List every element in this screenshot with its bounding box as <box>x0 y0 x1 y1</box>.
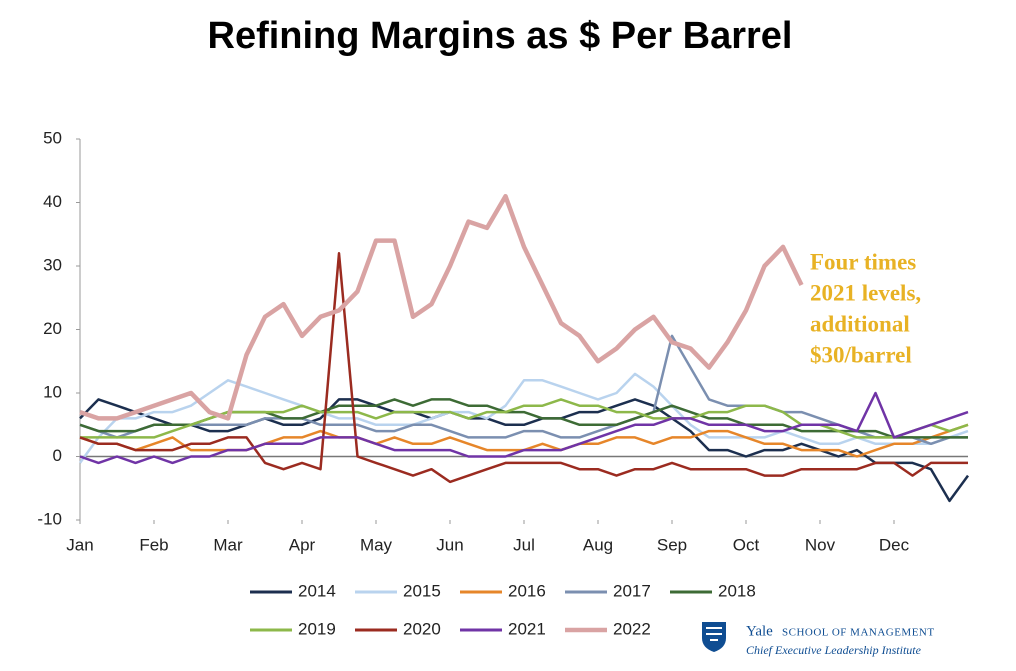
legend-label: 2021 <box>508 619 546 638</box>
x-tick-label: Feb <box>139 535 168 554</box>
y-tick-label: 0 <box>53 446 62 465</box>
x-tick-label: Dec <box>879 535 910 554</box>
legend-label: 2017 <box>613 581 651 600</box>
series-line <box>79 252 968 484</box>
school-sub: SCHOOL OF MANAGEMENT <box>782 627 935 639</box>
chart-title: Refining Margins as $ Per Barrel <box>208 15 793 57</box>
logo: Yale SCHOOL OF MANAGEMENT Chief Executiv… <box>702 622 935 657</box>
x-tick-label: Oct <box>733 535 760 554</box>
y-tick-label: 40 <box>43 192 62 211</box>
x-tick-label: Jun <box>436 535 463 554</box>
x-tick-label: Aug <box>583 535 613 554</box>
series-line <box>79 334 968 446</box>
y-tick-label: -10 <box>37 509 62 528</box>
legend-label: 2022 <box>613 619 651 638</box>
x-tick-label: Jul <box>513 535 535 554</box>
legend-label: 2020 <box>403 619 441 638</box>
x-tick-label: Apr <box>289 535 316 554</box>
legend-label: 2018 <box>718 581 756 600</box>
legend-label: 2015 <box>403 581 441 600</box>
series-line <box>79 391 969 465</box>
shield-detail <box>706 627 722 641</box>
annotation: Four times <box>810 249 916 274</box>
series-line <box>78 372 969 464</box>
x-tick-label: Sep <box>657 535 687 554</box>
y-tick-label: 10 <box>43 382 62 401</box>
school-name: Yale <box>746 623 773 639</box>
legend-label: 2016 <box>508 581 546 600</box>
institute: Chief Executive Leadership Institute <box>746 643 922 657</box>
x-tick-label: Jan <box>66 535 93 554</box>
y-tick-label: 20 <box>43 319 62 338</box>
annotation: additional <box>810 311 910 336</box>
annotation: 2021 levels, <box>810 280 921 305</box>
legend-label: 2019 <box>298 619 336 638</box>
x-tick-label: May <box>360 535 393 554</box>
series-line <box>79 193 804 421</box>
x-tick-label: Nov <box>805 535 836 554</box>
legend-label: 2014 <box>298 581 336 600</box>
shield <box>702 622 726 652</box>
y-tick-label: 50 <box>43 128 62 147</box>
x-tick-label: Mar <box>213 535 243 554</box>
y-tick-label: 30 <box>43 255 62 274</box>
annotation: $30/barrel <box>810 342 912 367</box>
